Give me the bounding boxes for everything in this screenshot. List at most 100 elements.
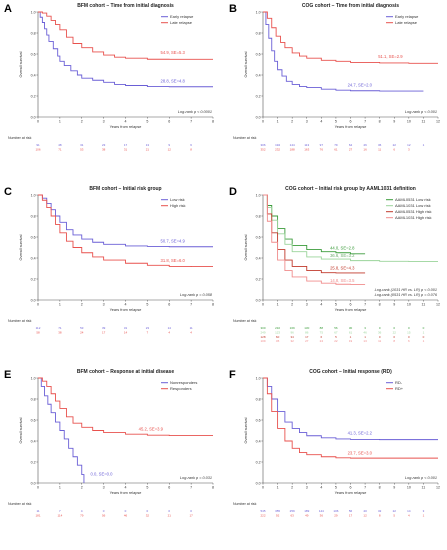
risk-count: 31	[80, 143, 84, 147]
logrank-text: Log-rank p = 0.031	[180, 476, 212, 480]
x-tick-label: 7	[364, 120, 366, 124]
x-tick-label: 9	[393, 486, 395, 490]
estimate-annotation: 23.7, SE=3.0	[348, 451, 373, 456]
risk-count: 3	[364, 326, 366, 330]
risk-count: 38	[58, 330, 62, 334]
risk-count: 12	[407, 143, 411, 147]
risk-count: 4	[408, 513, 410, 517]
x-tick-label: 0	[37, 303, 39, 307]
y-axis-label: Overall survival	[244, 417, 248, 443]
risk-count: 0	[393, 335, 395, 339]
risk-count: 61	[334, 147, 338, 151]
series-line	[263, 11, 424, 92]
series-line	[38, 194, 213, 268]
x-tick-label: 11	[422, 486, 426, 490]
series-line	[263, 11, 438, 64]
x-tick-label: 0	[262, 303, 264, 307]
x-tick-label: 9	[393, 303, 395, 307]
risk-count: 17	[189, 513, 193, 517]
x-tick-label: 1	[59, 120, 61, 124]
y-tick-label: 0.6	[31, 52, 36, 56]
estimate-annotation: 28.8, SE=4.8	[161, 78, 186, 83]
risk-count: 22	[393, 509, 397, 513]
risk-count: 29	[334, 513, 338, 517]
risk-count: 1	[423, 143, 425, 147]
risk-count: 64	[349, 143, 353, 147]
risk-count: 15	[407, 330, 411, 334]
risk-table-title: Number at risk	[8, 502, 32, 506]
y-tick-label: 0.2	[256, 277, 261, 281]
risk-count: 3	[423, 509, 425, 513]
risk-count: 0	[103, 509, 105, 513]
panel-d: D COG cohort – Initial risk group by AAML…	[229, 186, 440, 343]
risk-count: 71	[58, 147, 62, 151]
risk-count: 56	[349, 509, 353, 513]
x-tick-label: 4	[320, 486, 322, 490]
risk-count: 0	[408, 335, 410, 339]
risk-count: 8	[379, 513, 381, 517]
risk-count: 4	[168, 330, 170, 334]
risk-count: 112	[36, 326, 41, 330]
y-tick-label: 0.2	[31, 460, 36, 464]
x-tick-label: 3	[103, 303, 105, 307]
x-tick-label: 3	[103, 486, 105, 490]
risk-count: 60	[276, 335, 280, 339]
estimate-annotation: 24.7, SE=2.0	[348, 83, 373, 88]
risk-count: 144	[290, 143, 295, 147]
y-tick-label: 1.0	[256, 376, 261, 380]
x-tick-label: 3	[306, 303, 308, 307]
y-tick-label: 1.0	[31, 193, 36, 197]
legend-label: Late relapse	[170, 20, 193, 25]
y-tick-label: 0.0	[31, 481, 36, 485]
x-axis-label: Years from relapse	[335, 308, 367, 312]
risk-count: 17	[349, 513, 353, 517]
risk-count: 11	[190, 326, 193, 330]
x-tick-label: 6	[168, 303, 170, 307]
x-tick-label: 11	[422, 303, 426, 307]
risk-table-title: Number at risk	[8, 136, 32, 140]
y-tick-label: 0.6	[256, 235, 261, 239]
risk-count: 352	[260, 147, 265, 151]
risk-count: 8	[190, 147, 192, 151]
estimate-annotation: 44.0, SE=2.8	[330, 246, 355, 251]
risk-count: 76	[320, 147, 324, 151]
risk-count: 11	[378, 147, 381, 151]
risk-count: 0	[408, 326, 410, 330]
risk-count: 123	[275, 330, 280, 334]
x-tick-label: 5	[146, 303, 148, 307]
risk-count: 1	[423, 513, 425, 517]
x-tick-label: 5	[146, 120, 148, 124]
risk-count: 6	[393, 147, 395, 151]
x-tick-label: 8	[379, 486, 381, 490]
series-line	[38, 194, 213, 248]
x-tick-label: 8	[379, 303, 381, 307]
risk-count: 91	[36, 143, 40, 147]
risk-count: 16	[363, 147, 367, 151]
risk-count: 32	[290, 339, 294, 343]
x-tick-label: 6	[168, 120, 170, 124]
risk-count: 17	[124, 143, 128, 147]
risk-count: 113	[304, 143, 309, 147]
x-tick-label: 7	[364, 303, 366, 307]
risk-count: 5	[335, 335, 337, 339]
legend-label: Responders	[170, 386, 192, 391]
legend-label: Low risk	[170, 197, 185, 202]
x-tick-label: 4	[125, 120, 127, 124]
risk-count: 130	[304, 326, 309, 330]
legend-label: Nonresponders	[170, 380, 197, 385]
x-tick-label: 10	[407, 486, 411, 490]
risk-count: 13	[146, 143, 150, 147]
x-tick-label: 4	[320, 303, 322, 307]
logrank-text: Log-rank (0531 HR vs. LR) p = 0.076	[375, 293, 438, 297]
risk-count: 36	[378, 330, 382, 334]
panel-title: COG cohort – Initial risk group by AAML1…	[285, 186, 416, 192]
y-tick-label: 0.2	[256, 460, 261, 464]
y-tick-label: 0.0	[31, 298, 36, 302]
x-tick-label: 3	[103, 120, 105, 124]
risk-count: 14	[168, 326, 172, 330]
x-tick-label: 11	[422, 120, 426, 124]
risk-count: 12	[363, 513, 367, 517]
panel-title: COG cohort – Time from initial diagnosis	[302, 3, 399, 9]
panel-a: A BFM cohort – Time from initial diagnosi…	[4, 3, 214, 151]
